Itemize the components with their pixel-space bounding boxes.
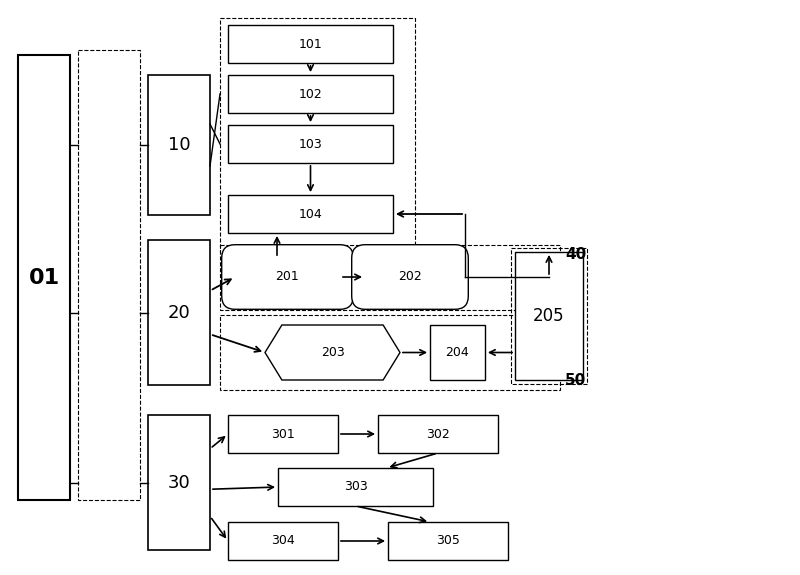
Text: 304: 304 bbox=[271, 535, 295, 547]
Bar bbox=[278, 468, 433, 506]
Text: 50: 50 bbox=[565, 373, 586, 388]
FancyBboxPatch shape bbox=[222, 245, 354, 309]
Text: 102: 102 bbox=[298, 87, 322, 101]
Bar bbox=[220, 18, 415, 253]
Bar bbox=[515, 252, 583, 380]
Bar bbox=[430, 325, 485, 380]
Bar bbox=[228, 415, 338, 453]
Bar bbox=[228, 125, 393, 163]
Bar bbox=[220, 245, 560, 310]
Text: 205: 205 bbox=[533, 307, 565, 325]
Text: 301: 301 bbox=[271, 427, 295, 440]
Text: 103: 103 bbox=[298, 137, 322, 151]
Text: 305: 305 bbox=[436, 535, 460, 547]
Text: 201: 201 bbox=[276, 270, 299, 283]
Text: 202: 202 bbox=[398, 270, 422, 283]
Bar bbox=[148, 415, 210, 550]
Text: 303: 303 bbox=[344, 481, 367, 493]
Text: 302: 302 bbox=[426, 427, 450, 440]
Bar bbox=[511, 248, 587, 384]
Text: 204: 204 bbox=[446, 346, 470, 359]
Text: 203: 203 bbox=[321, 346, 344, 359]
Bar bbox=[388, 522, 508, 560]
Text: 20: 20 bbox=[168, 304, 190, 321]
Bar bbox=[228, 195, 393, 233]
Polygon shape bbox=[265, 325, 400, 380]
Bar bbox=[148, 75, 210, 215]
Text: 40: 40 bbox=[565, 247, 586, 262]
Bar bbox=[228, 75, 393, 113]
Bar bbox=[378, 415, 498, 453]
Bar bbox=[78, 50, 140, 500]
Text: 30: 30 bbox=[168, 473, 190, 492]
Text: 101: 101 bbox=[298, 37, 322, 51]
Bar bbox=[228, 522, 338, 560]
Bar bbox=[148, 240, 210, 385]
Bar bbox=[18, 55, 70, 500]
Text: 01: 01 bbox=[29, 267, 59, 288]
Text: 104: 104 bbox=[298, 208, 322, 220]
FancyBboxPatch shape bbox=[352, 245, 468, 309]
Bar bbox=[228, 25, 393, 63]
Bar bbox=[220, 315, 560, 390]
Text: 10: 10 bbox=[168, 136, 190, 154]
